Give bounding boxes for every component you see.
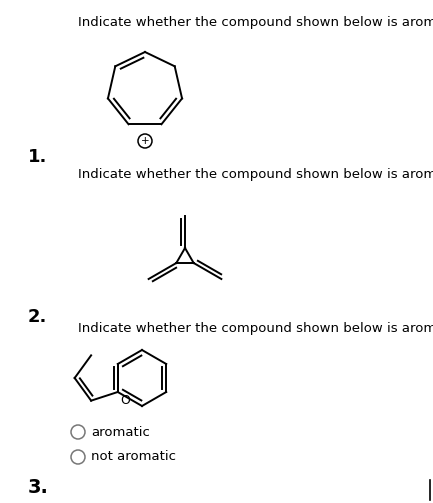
Text: O: O bbox=[120, 394, 129, 407]
Text: +: + bbox=[141, 136, 149, 146]
Text: Indicate whether the compound shown below is aromatic.: Indicate whether the compound shown belo… bbox=[78, 168, 433, 181]
Text: aromatic: aromatic bbox=[91, 426, 150, 439]
Text: 3.: 3. bbox=[28, 478, 49, 497]
Text: 2.: 2. bbox=[28, 308, 47, 326]
Text: Indicate whether the compound shown below is aromatic.: Indicate whether the compound shown belo… bbox=[78, 322, 433, 335]
Text: Indicate whether the compound shown below is aromatic.: Indicate whether the compound shown belo… bbox=[78, 16, 433, 29]
Text: not aromatic: not aromatic bbox=[91, 451, 176, 463]
Text: 1.: 1. bbox=[28, 148, 47, 166]
